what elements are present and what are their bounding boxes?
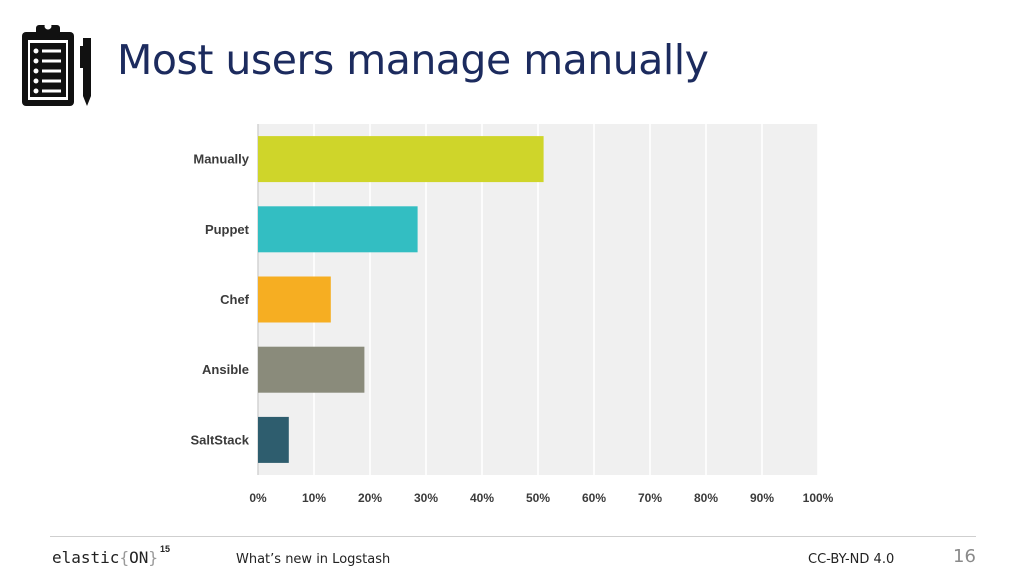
- x-tick-label: 50%: [526, 491, 550, 505]
- x-tick-label: 0%: [249, 491, 267, 505]
- category-label: SaltStack: [190, 432, 249, 447]
- x-tick-label: 20%: [358, 491, 382, 505]
- talk-title: What’s new in Logstash: [236, 552, 391, 567]
- x-tick-label: 10%: [302, 491, 326, 505]
- footer-divider: [50, 536, 976, 537]
- x-tick-label: 70%: [638, 491, 662, 505]
- x-tick-label: 30%: [414, 491, 438, 505]
- bar-saltstack: [258, 416, 289, 463]
- brand-superscript: 15: [159, 544, 170, 554]
- x-tick-label: 40%: [470, 491, 494, 505]
- brand-brace-open: {: [119, 548, 130, 567]
- x-tick-label: 90%: [750, 491, 774, 505]
- bar-chef: [258, 276, 331, 323]
- clipboard-icon: [22, 22, 91, 106]
- bar-puppet: [258, 206, 418, 253]
- category-label: Ansible: [202, 362, 249, 377]
- category-label: Manually: [193, 152, 249, 167]
- category-label: Chef: [220, 292, 250, 307]
- elastic-on-logo: elastic{ON} 15: [52, 544, 170, 567]
- chart-tick-labels: 0% 10% 20% 30% 40% 50% 60% 70% 80% 90% 100%: [249, 491, 833, 505]
- x-tick-label: 60%: [582, 491, 606, 505]
- bar-ansible: [258, 346, 365, 393]
- page-number: 16: [953, 546, 976, 567]
- chart-bars: [258, 136, 544, 463]
- x-tick-label: 100%: [803, 491, 834, 505]
- license-text: CC-BY-ND 4.0: [808, 552, 895, 567]
- category-label: Puppet: [205, 222, 250, 237]
- brand-on: ON: [129, 548, 149, 567]
- brand-brace-close: }: [148, 548, 158, 567]
- chart-category-labels: Manually Puppet Chef Ansible SaltStack: [190, 152, 249, 448]
- x-tick-label: 80%: [694, 491, 718, 505]
- brand-main: elastic: [52, 548, 120, 567]
- bar-manually: [258, 136, 544, 183]
- page-title: Most users manage manually: [117, 36, 709, 84]
